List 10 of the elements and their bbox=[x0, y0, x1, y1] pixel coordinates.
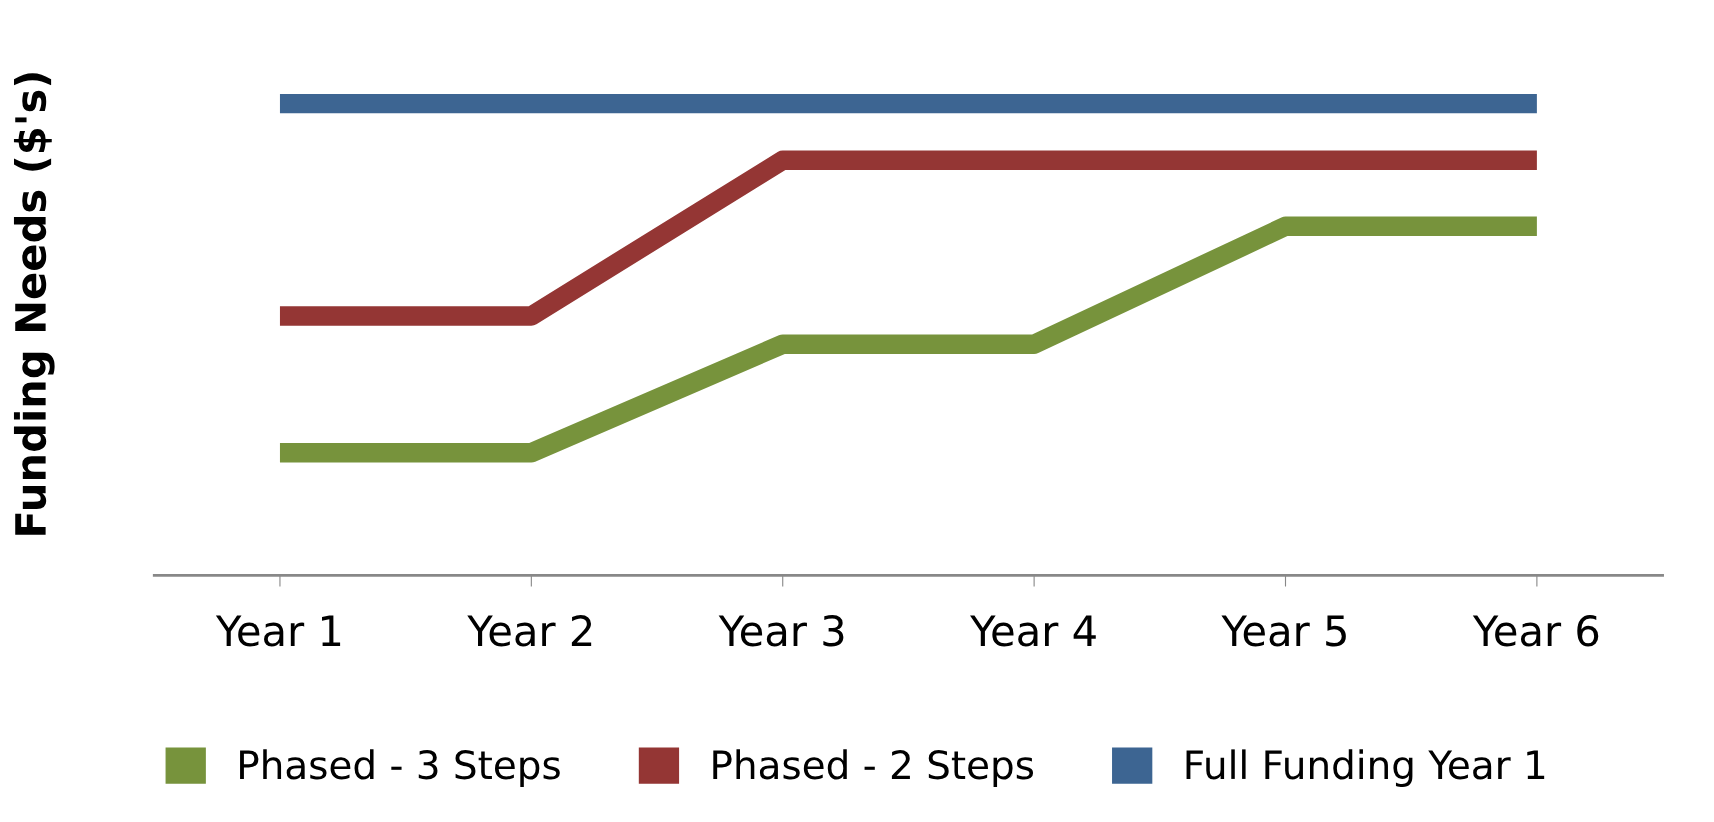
x-tick-label: Year 3 bbox=[718, 615, 844, 647]
legend-label: Phased - 2 Steps bbox=[713, 749, 1034, 787]
x-tick-label: Year 2 bbox=[467, 615, 592, 647]
x-tick-label: Year 5 bbox=[1221, 615, 1346, 647]
legend-label: Phased - 3 Steps bbox=[240, 749, 560, 787]
legend-label: Full Funding Year 1 bbox=[1186, 749, 1545, 787]
y-axis-title: Funding Needs ($'s) bbox=[13, 73, 55, 535]
x-tick-label: Year 6 bbox=[1472, 615, 1599, 647]
x-tick-label: Year 4 bbox=[970, 615, 1096, 647]
x-tick-label: Year 1 bbox=[215, 615, 341, 647]
